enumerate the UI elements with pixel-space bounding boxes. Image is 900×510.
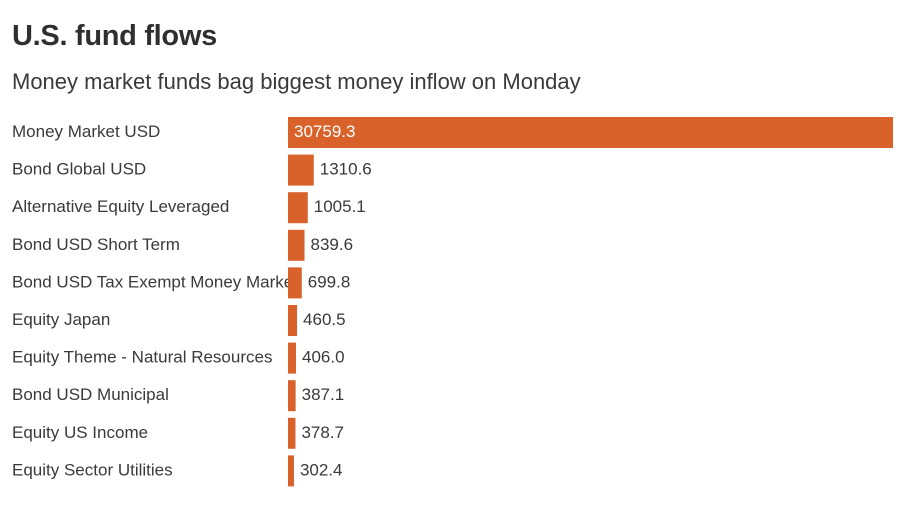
bar	[288, 380, 296, 412]
value-label: 460.5	[303, 310, 346, 329]
bar	[288, 229, 305, 261]
value-label: 839.6	[311, 235, 354, 254]
value-label: 387.1	[302, 385, 345, 404]
bar	[288, 192, 308, 224]
category-label: Equity Japan	[12, 310, 110, 329]
category-label: Bond USD Tax Exempt Money Market	[12, 272, 298, 291]
value-label: 406.0	[302, 348, 345, 367]
bar	[288, 417, 296, 449]
chart-title: U.S. fund flows	[12, 20, 217, 52]
category-label: Bond USD Municipal	[12, 385, 169, 404]
value-label: 302.4	[300, 460, 343, 479]
chart-subtitle: Money market funds bag biggest money inf…	[12, 69, 581, 94]
category-label: Equity Theme - Natural Resources	[12, 348, 272, 367]
value-label: 1005.1	[314, 197, 366, 216]
category-label: Money Market USD	[12, 122, 160, 141]
category-label: Equity Sector Utilities	[12, 460, 173, 479]
category-label: Alternative Equity Leveraged	[12, 197, 229, 216]
value-label: 378.7	[301, 423, 344, 442]
value-label: 30759.3	[294, 122, 355, 141]
bar	[288, 455, 294, 487]
bar	[288, 267, 302, 299]
bar	[288, 154, 314, 186]
bar	[288, 342, 296, 374]
value-label: 1310.6	[320, 160, 372, 179]
category-label: Equity US Income	[12, 423, 148, 442]
category-label: Bond Global USD	[12, 160, 146, 179]
bar	[288, 305, 298, 336]
bar	[288, 117, 893, 148]
category-label: Bond USD Short Term	[12, 235, 180, 254]
bars-layer: Money Market USD 30759.3 Bond Global USD 13…	[12, 117, 893, 487]
value-label: 699.8	[308, 272, 351, 291]
